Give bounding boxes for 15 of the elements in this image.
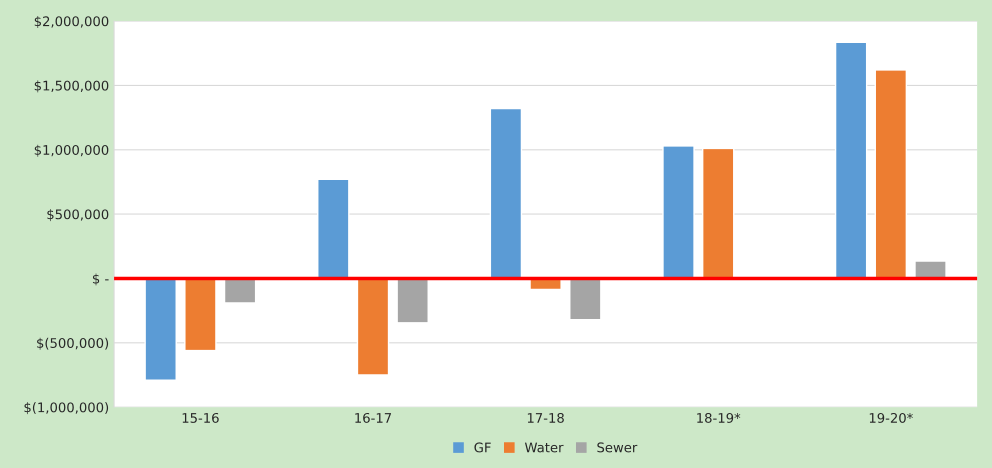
y-tick-label: $ -	[92, 273, 109, 286]
y-tick-label: $500,000	[47, 209, 108, 222]
legend-label: Sewer	[597, 442, 638, 452]
y-tick-label: $(500,000)	[37, 338, 108, 350]
x-tick-label: 19-20*	[870, 412, 913, 423]
y-tick-label: $(1,000,000)	[24, 402, 108, 414]
x-tick-label: 15-16	[182, 412, 219, 423]
y-tick-label: $2,000,000	[34, 16, 108, 28]
legend-label: Water	[524, 442, 564, 452]
y-tick-label: $1,500,000	[34, 80, 108, 92]
legend-label: GF	[474, 442, 491, 452]
y-tick-label: $1,000,000	[34, 144, 108, 157]
x-tick-label: 16-17	[355, 412, 392, 423]
x-tick-label: 17-18	[528, 412, 564, 423]
x-tick-label: 18-19*	[697, 412, 740, 423]
